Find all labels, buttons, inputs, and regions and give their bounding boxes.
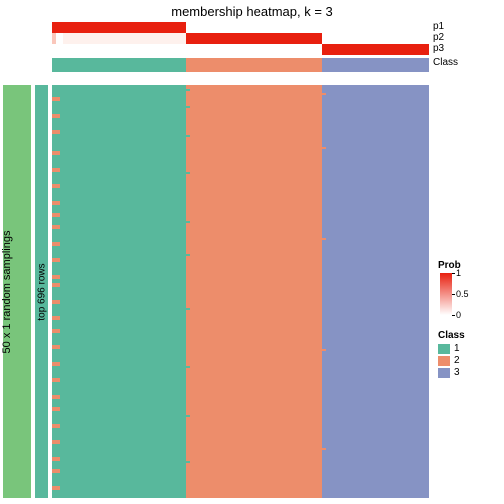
anno-row-p3: p3 (52, 44, 429, 55)
legend-class-label: 1 (454, 343, 460, 354)
anno-segment (52, 22, 186, 33)
anno-segment (322, 58, 429, 72)
legend-class: Class 123 (438, 330, 500, 378)
legend-prob-tick: 1 (456, 268, 461, 278)
legend-prob-title: Prob (438, 260, 500, 271)
anno-segment (322, 44, 429, 55)
anno-label-p1: p1 (429, 21, 444, 32)
top-annotations: p1 p2 p3 Class (52, 22, 429, 77)
anno-segment (52, 58, 186, 72)
heatmap-column (52, 85, 186, 498)
anno-row-class: Class (52, 58, 429, 72)
chart-title: membership heatmap, k = 3 (0, 4, 504, 19)
heatmap-speckle (52, 85, 60, 498)
legend-prob: Prob 10.50 (438, 260, 500, 315)
legend-class-title: Class (438, 330, 500, 341)
legend-prob-gradient: 10.50 (440, 273, 452, 315)
anno-row-p1: p1 (52, 22, 429, 33)
heatmap-column (322, 85, 429, 498)
anno-segment (186, 33, 322, 44)
legend-prob-tick: 0.5 (456, 289, 469, 299)
anno-segment (186, 22, 429, 33)
legend-class-label: 2 (454, 355, 460, 366)
anno-label-p2: p2 (429, 32, 444, 43)
legend-class-label: 3 (454, 367, 460, 378)
legend-class-swatch (438, 344, 450, 354)
legend-class-item: 3 (438, 367, 500, 378)
legend-class-swatch (438, 368, 450, 378)
heatmap-speckle (322, 85, 326, 498)
anno-label-class: Class (429, 57, 458, 68)
heatmap-column (186, 85, 322, 498)
left-sampling-label: 50 x 1 random samplings (1, 230, 13, 353)
legend-class-swatch (438, 356, 450, 366)
legend-class-item: 1 (438, 343, 500, 354)
legend-prob-tick: 0 (456, 310, 461, 320)
anno-segment (186, 58, 322, 72)
anno-label-p3: p3 (429, 43, 444, 54)
heatmap-speckle (186, 85, 190, 498)
anno-segment (63, 33, 186, 44)
anno-segment (52, 44, 322, 55)
anno-segment (322, 33, 429, 44)
left-rows-bar: top 696 rows (35, 85, 48, 498)
left-sampling-bar: 50 x 1 random samplings (3, 85, 31, 498)
left-rows-label: top 696 rows (36, 263, 47, 320)
anno-row-p2: p2 (52, 33, 429, 44)
anno-segment (56, 33, 64, 44)
legend-class-item: 2 (438, 355, 500, 366)
heatmap-body (52, 85, 429, 498)
